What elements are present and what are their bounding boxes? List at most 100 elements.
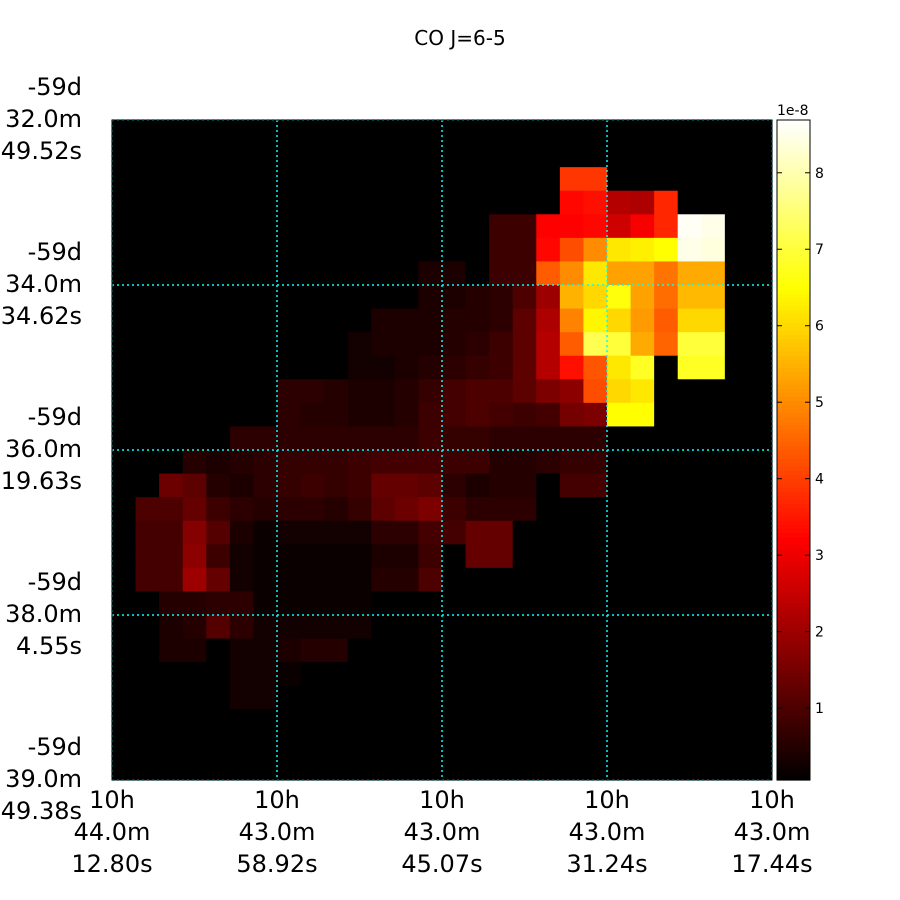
heatmap-cell	[559, 450, 584, 475]
heatmap-cell	[112, 167, 137, 192]
heatmap-cell	[724, 332, 749, 357]
heatmap-cell	[112, 732, 137, 757]
colorbar-segment	[777, 367, 810, 373]
heatmap-cell	[182, 756, 207, 781]
heatmap-cell	[442, 497, 467, 522]
colorbar-tick-label: 6	[815, 319, 824, 335]
heatmap-cell	[394, 285, 419, 310]
heatmap-cell	[182, 638, 207, 663]
x-tick-label-line: 45.07s	[401, 850, 482, 878]
heatmap-cell	[654, 544, 679, 569]
heatmap-cell	[182, 615, 207, 640]
heatmap-cell	[112, 473, 137, 498]
heatmap-cell	[371, 520, 396, 545]
heatmap-cell	[512, 497, 537, 522]
heatmap-cell	[512, 426, 537, 451]
heatmap-cell	[630, 167, 655, 192]
heatmap-cell	[630, 591, 655, 616]
heatmap-cell	[253, 120, 278, 145]
heatmap-cell	[465, 709, 490, 734]
heatmap-cell	[371, 120, 396, 145]
colorbar-segment	[777, 124, 810, 129]
heatmap-cell	[748, 261, 773, 286]
colorbar-segment	[777, 569, 810, 575]
heatmap-cell	[607, 497, 632, 522]
heatmap-cell	[489, 732, 514, 757]
heatmap-cell	[748, 520, 773, 545]
heatmap-cell	[300, 402, 325, 427]
heatmap-cell	[607, 591, 632, 616]
colorbar-segment	[777, 730, 810, 736]
heatmap-cell	[748, 332, 773, 357]
heatmap-cell	[607, 567, 632, 592]
colorbar-segment	[777, 763, 810, 769]
heatmap-cell	[394, 120, 419, 145]
heatmap-cell	[182, 732, 207, 757]
heatmap-cell	[630, 544, 655, 569]
colorbar-segment	[777, 532, 810, 538]
heatmap-cell	[701, 756, 726, 781]
heatmap-cell	[300, 237, 325, 262]
heatmap-cell	[748, 473, 773, 498]
heatmap-cell	[559, 662, 584, 687]
heatmap-cell	[630, 190, 655, 215]
heatmap-cell	[229, 379, 254, 404]
x-tick-label-line: 17.44s	[731, 850, 812, 878]
heatmap-cell	[324, 214, 349, 239]
heatmap-cell	[112, 450, 137, 475]
colorbar-segment	[777, 726, 810, 732]
heatmap-cell	[300, 709, 325, 734]
heatmap-cell	[371, 473, 396, 498]
heatmap-cell	[112, 638, 137, 663]
heatmap-cell	[371, 591, 396, 616]
colorbar-segment	[777, 318, 810, 323]
heatmap-cell	[418, 285, 443, 310]
heatmap-cell	[206, 685, 231, 710]
y-tick-label-line: 39.0m	[5, 765, 82, 793]
heatmap-cell	[135, 662, 160, 687]
heatmap-cell	[394, 308, 419, 333]
heatmap-cell	[206, 190, 231, 215]
heatmap-cell	[135, 402, 160, 427]
heatmap-cell	[442, 567, 467, 592]
heatmap-cell	[394, 402, 419, 427]
heatmap-cell	[229, 426, 254, 451]
y-tick-label-line: -59d	[28, 403, 82, 431]
heatmap-cell	[536, 450, 561, 475]
heatmap-cell	[630, 615, 655, 640]
heatmap-cell	[394, 544, 419, 569]
colorbar-segment	[777, 450, 810, 455]
heatmap-cell	[135, 473, 160, 498]
heatmap-cell	[701, 143, 726, 168]
heatmap-cell	[512, 709, 537, 734]
heatmap-cell	[159, 261, 184, 286]
heatmap-cell	[229, 261, 254, 286]
heatmap-cell	[512, 685, 537, 710]
heatmap-cell	[677, 285, 702, 310]
heatmap-cell	[677, 120, 702, 145]
heatmap-cell	[394, 567, 419, 592]
heatmap-cell	[418, 190, 443, 215]
heatmap-cell	[724, 685, 749, 710]
heatmap-cell	[418, 685, 443, 710]
heatmap-cell	[442, 332, 467, 357]
heatmap-cell	[748, 567, 773, 592]
heatmap-cell	[112, 567, 137, 592]
heatmap-cell	[347, 591, 372, 616]
heatmap-cell	[559, 638, 584, 663]
heatmap-cell	[112, 402, 137, 427]
heatmap-cell	[442, 402, 467, 427]
colorbar-segment	[777, 627, 810, 633]
colorbar-segment	[777, 775, 810, 781]
colorbar-frame	[776, 119, 811, 781]
colorbar-segment	[777, 169, 810, 175]
heatmap-cell	[677, 685, 702, 710]
x-tick-label: 10h 44.0m 12.80s	[71, 786, 152, 878]
heatmap-cell	[229, 190, 254, 215]
heatmap-cell	[182, 379, 207, 404]
colorbar-segment	[777, 652, 810, 657]
heatmap-cell	[677, 497, 702, 522]
heatmap-cell	[206, 732, 231, 757]
heatmap-cell	[630, 497, 655, 522]
heatmap-cell	[135, 143, 160, 168]
